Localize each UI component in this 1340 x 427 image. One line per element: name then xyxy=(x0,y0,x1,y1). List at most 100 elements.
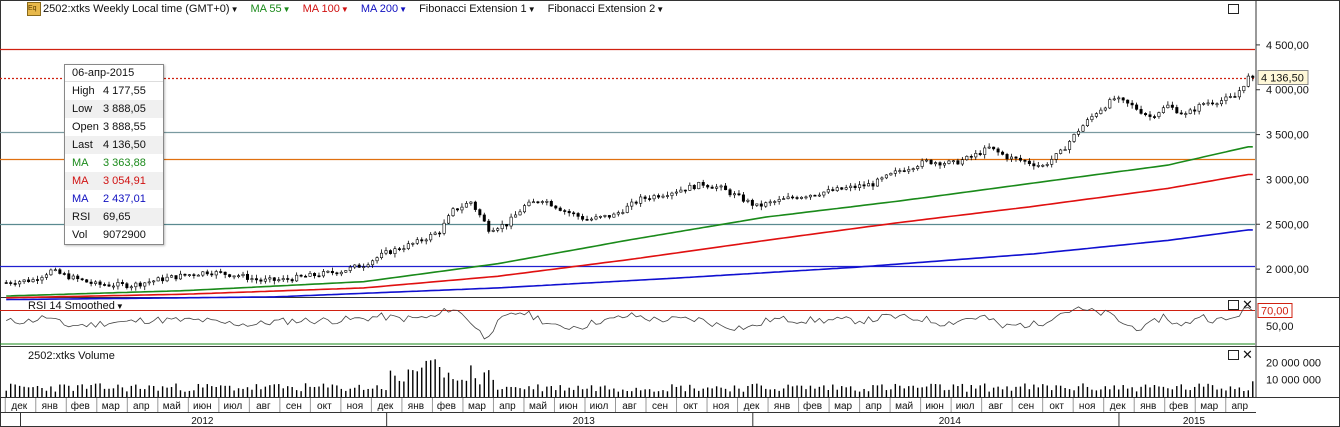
chevron-down-icon[interactable]: ▼ xyxy=(230,4,239,14)
candle-body xyxy=(1202,103,1206,105)
candle-body xyxy=(313,273,317,277)
chevron-down-icon[interactable]: ▼ xyxy=(115,302,124,311)
candle-body xyxy=(469,201,473,204)
candle-body xyxy=(1170,104,1174,108)
candle-body xyxy=(732,193,736,196)
fib-extension-1-label[interactable]: Fibonacci Extension 1 xyxy=(419,3,527,15)
ma200-label[interactable]: MA 200 xyxy=(360,3,399,15)
month-label: дек xyxy=(1110,401,1126,412)
symbol-label[interactable]: 2502:xtks Weekly Local time (GMT+0) xyxy=(43,3,230,15)
month-label: май xyxy=(163,401,181,412)
candle-body xyxy=(800,196,804,199)
ma55-label[interactable]: MA 55 xyxy=(250,3,282,15)
tooltip-key: Last xyxy=(72,139,93,151)
candle-body xyxy=(893,170,897,174)
candle-body xyxy=(598,216,602,218)
maximize-icon[interactable] xyxy=(1228,4,1239,14)
candle-body xyxy=(429,234,433,241)
candle-body xyxy=(464,203,468,208)
candle-body xyxy=(549,201,553,207)
candle-body xyxy=(80,278,84,281)
rsi-level-label: 70,00 xyxy=(1261,306,1289,318)
maximize-icon[interactable] xyxy=(1228,350,1239,360)
candle-body xyxy=(362,266,366,268)
candle-body xyxy=(1152,116,1156,118)
candle-body xyxy=(715,186,719,189)
tooltip-row: MA 3 363,88 xyxy=(65,154,163,172)
candle-body xyxy=(210,273,214,276)
candle-body xyxy=(782,198,786,200)
candle-body xyxy=(942,163,946,166)
candle-body xyxy=(366,264,370,267)
candle-body xyxy=(1130,102,1134,106)
candle-body xyxy=(482,214,486,222)
candle-body xyxy=(170,275,174,278)
candle-body xyxy=(40,277,44,281)
month-label: апр xyxy=(1231,401,1248,412)
candle-body xyxy=(536,201,540,204)
close-icon[interactable]: ✕ xyxy=(1242,297,1253,312)
chevron-down-icon[interactable]: ▼ xyxy=(399,4,408,14)
candle-body xyxy=(1219,100,1223,105)
candle-body xyxy=(478,209,482,216)
close-icon[interactable]: ✕ xyxy=(1242,347,1253,362)
data-tooltip: 06-апр-2015 High 4 177,55 Low 3 888,05 Open 3… xyxy=(64,64,164,245)
candle-body xyxy=(804,196,808,199)
candle-body xyxy=(840,187,844,190)
candle-body xyxy=(388,250,392,254)
chevron-down-icon[interactable]: ▼ xyxy=(656,4,665,14)
candle-body xyxy=(49,269,53,276)
month-label: дек xyxy=(378,401,394,412)
candle-body xyxy=(706,185,710,188)
candle-body xyxy=(1184,113,1188,115)
candle-body xyxy=(1005,154,1009,160)
month-label: окт xyxy=(1049,401,1064,412)
candle-body xyxy=(657,195,661,198)
candle-body xyxy=(259,279,263,282)
candle-body xyxy=(871,183,875,187)
maximize-icon[interactable] xyxy=(1228,300,1239,310)
candle-body xyxy=(339,271,343,275)
candle-body xyxy=(643,196,647,199)
candle-body xyxy=(612,213,616,218)
candle-body xyxy=(741,194,745,202)
last-price-label: 4 136,50 xyxy=(1261,73,1304,85)
candle-body xyxy=(1188,109,1192,114)
fib-extension-2-label[interactable]: Fibonacci Extension 2 xyxy=(547,3,656,15)
candle-body xyxy=(348,266,352,271)
candle-body xyxy=(835,187,839,191)
candle-body xyxy=(567,210,571,214)
candle-body xyxy=(634,201,638,204)
rsi-panel-title[interactable]: RSI 14 Smoothed▼ xyxy=(28,300,124,312)
candle-body xyxy=(616,212,620,215)
candle-body xyxy=(540,201,544,203)
candle-body xyxy=(44,274,48,278)
candle-body xyxy=(996,148,1000,153)
candle-body xyxy=(1085,119,1089,126)
chevron-down-icon[interactable]: ▼ xyxy=(527,4,536,14)
rsi-line xyxy=(6,306,1254,340)
rsi-level-tag xyxy=(1257,303,1293,318)
candle-body xyxy=(371,260,375,266)
ma100-label[interactable]: MA 100 xyxy=(302,3,340,15)
chart-header: Eq 2502:xtks Weekly Local time (GMT+0) ▼ M… xyxy=(0,0,1255,18)
chevron-down-icon[interactable]: ▼ xyxy=(282,4,291,14)
candle-body xyxy=(665,195,669,197)
candle-body xyxy=(473,201,477,210)
tooltip-row: RSI 69,65 xyxy=(65,208,163,226)
candle-body xyxy=(201,271,205,276)
candle-body xyxy=(1237,90,1241,98)
candle-body xyxy=(969,156,973,158)
candle-body xyxy=(974,153,978,158)
candle-body xyxy=(161,277,165,282)
candle-body xyxy=(36,279,40,281)
candle-body xyxy=(384,250,388,254)
equity-icon: Eq xyxy=(27,2,41,16)
candle-body xyxy=(415,239,419,244)
volume-tick-label: 10 000 000 xyxy=(1266,375,1321,387)
chevron-down-icon[interactable]: ▼ xyxy=(340,4,349,14)
price-tick-label: 4 000,00 xyxy=(1266,85,1309,97)
candle-body xyxy=(929,159,933,165)
month-label: янв xyxy=(774,401,790,412)
candle-body xyxy=(728,189,732,196)
